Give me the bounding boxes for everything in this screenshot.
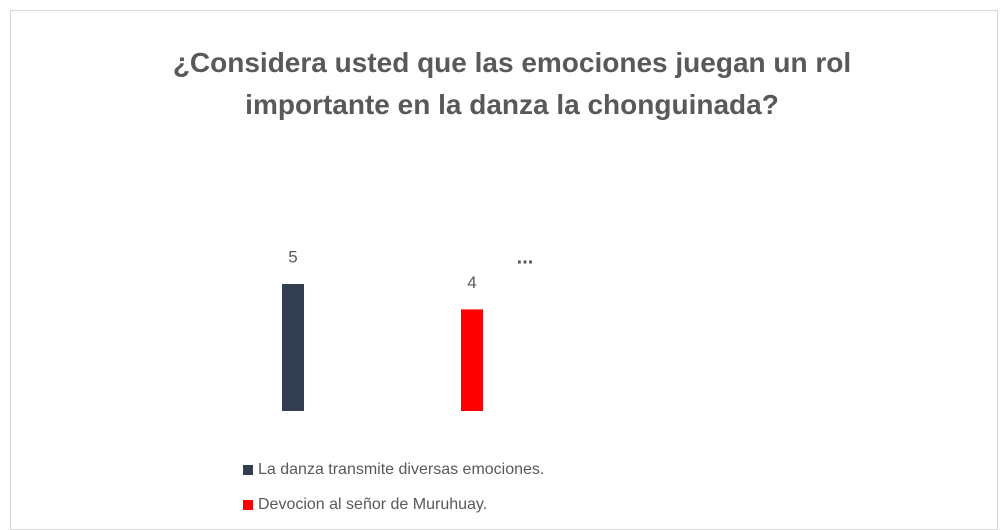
bar bbox=[461, 309, 483, 411]
page: {"chart_data": {"type": "bar", "title": … bbox=[10, 10, 998, 530]
chart: ... 5 La danza transmite diversas emocion… bbox=[243, 246, 544, 513]
data-label: 4 bbox=[467, 273, 476, 292]
annotation: ... bbox=[517, 246, 534, 268]
legend-swatch bbox=[243, 500, 253, 510]
chart-title: ¿Considera usted que las emociones juega… bbox=[172, 47, 852, 120]
legend-label: Devocion al señor de Muruhuay. bbox=[258, 496, 487, 513]
bar bbox=[282, 284, 304, 411]
legend-label: La danza transmite diversas emociones. bbox=[258, 461, 544, 478]
legend-swatch bbox=[243, 465, 253, 475]
data-label: 5 bbox=[288, 247, 297, 266]
